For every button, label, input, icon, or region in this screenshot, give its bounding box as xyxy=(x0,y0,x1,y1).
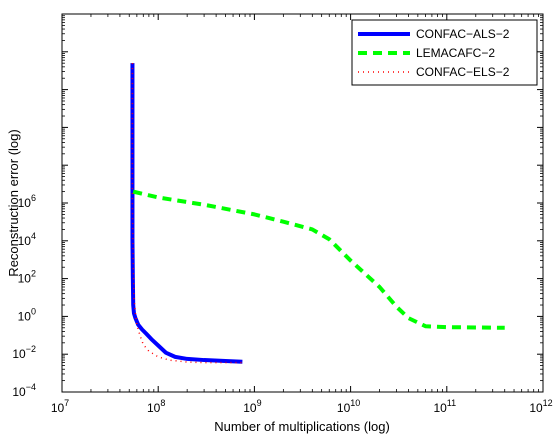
axes: 107 108 109 1010 1011 1012 10−4 10−2 100 102 104 10… xyxy=(12,13,553,415)
legend: CONFAC−ALS−2 LEMACAFC−2 CONFAC−ELS−2 xyxy=(351,19,538,86)
series-line-1 xyxy=(132,189,505,330)
x-tick-label: 107 xyxy=(51,398,69,415)
legend-label-0: CONFAC−ALS−2 xyxy=(416,27,510,41)
x-tick-label: 109 xyxy=(243,398,261,415)
legend-box xyxy=(351,19,538,86)
y-tick-label: 106 xyxy=(18,193,36,210)
y-tick-label: 104 xyxy=(18,231,36,248)
legend-label-2: CONFAC−ELS−2 xyxy=(416,65,510,79)
y-tick-label: 10−2 xyxy=(12,344,36,361)
y-axis-label: Reconstruction error (log) xyxy=(6,129,21,276)
y-tick-label: 102 xyxy=(18,269,36,286)
x-tick-label: 1011 xyxy=(433,398,456,415)
x-tick-label: 1010 xyxy=(337,398,360,415)
legend-label-1: LEMACAFC−2 xyxy=(416,46,495,60)
series-layer xyxy=(130,63,505,364)
x-tick-label: 1012 xyxy=(529,398,552,415)
series-line-0 xyxy=(130,63,243,364)
y-tick-label: 10−4 xyxy=(12,382,36,399)
x-axis-label: Number of multiplications (log) xyxy=(214,419,390,434)
y-tick-label: 100 xyxy=(18,306,36,323)
x-tick-label: 108 xyxy=(147,398,165,415)
